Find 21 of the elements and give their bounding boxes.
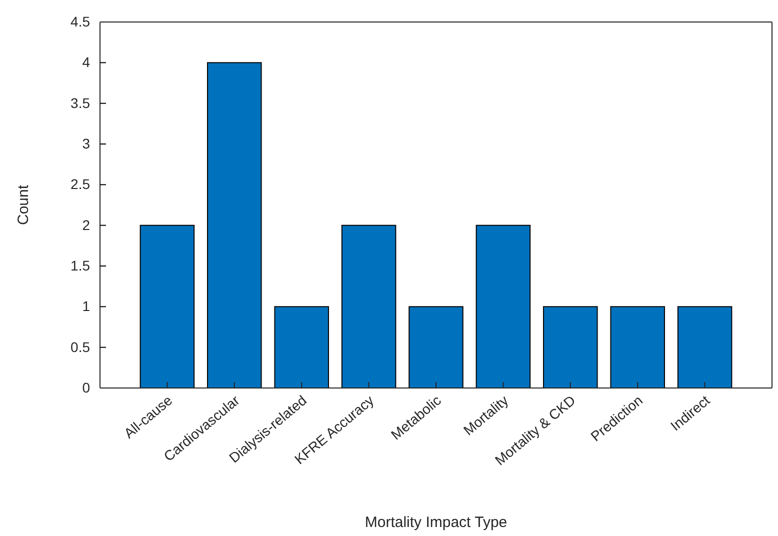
y-axis-title: Count <box>15 184 32 226</box>
x-axis-title: Mortality Impact Type <box>364 514 508 531</box>
y-tick-label: 0.5 <box>70 338 90 355</box>
y-tick-label: 4.5 <box>70 13 90 30</box>
bar <box>140 224 195 388</box>
y-tick-label: 4 <box>82 54 90 70</box>
bar <box>341 224 396 388</box>
y-tick-label: 3.5 <box>70 94 90 111</box>
bar <box>274 306 329 388</box>
bar <box>543 306 598 388</box>
y-tick-label: 1 <box>82 298 90 314</box>
y-tick-label: 0 <box>82 379 90 396</box>
bar <box>207 62 262 388</box>
y-tick-label: 1.5 <box>70 257 90 274</box>
y-tick-label: 2.5 <box>70 176 90 192</box>
y-tick-label: 2 <box>82 216 90 233</box>
bar <box>408 306 464 388</box>
bar <box>476 224 531 388</box>
y-tick-label: 3 <box>82 135 90 152</box>
bar <box>677 306 732 388</box>
bar <box>610 306 665 388</box>
